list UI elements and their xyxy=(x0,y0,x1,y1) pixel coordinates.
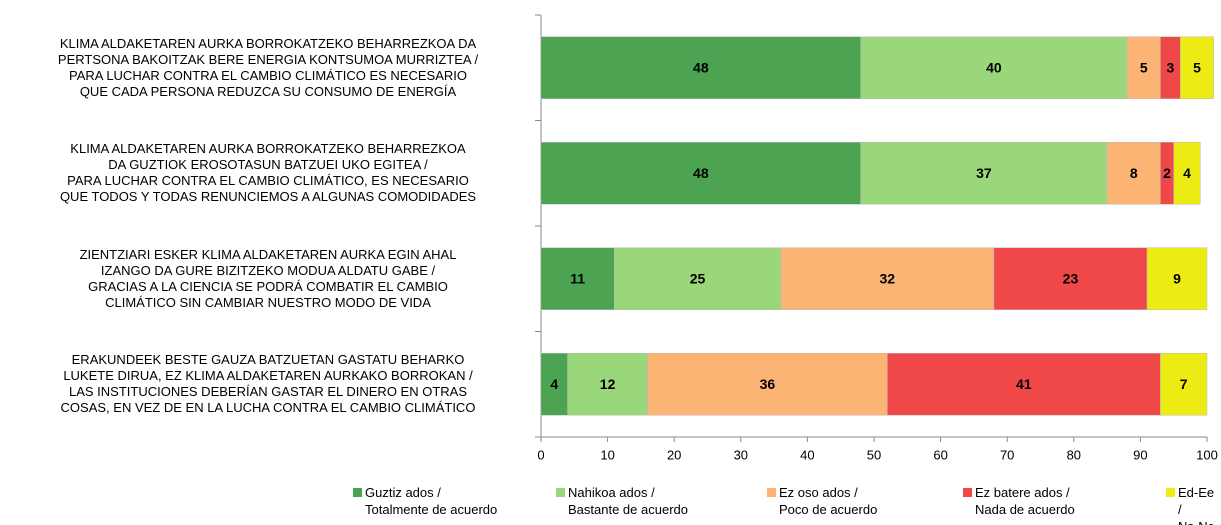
data-label: 3 xyxy=(1166,59,1174,75)
data-label: 40 xyxy=(986,59,1002,75)
data-label: 9 xyxy=(1173,270,1181,286)
category-label: KLIMA ALDAKETAREN AURKA BORROKATZEKO BEH… xyxy=(57,35,479,99)
x-tick-label: 40 xyxy=(800,447,814,462)
data-label: 5 xyxy=(1140,59,1148,75)
bar-segment xyxy=(887,353,1161,416)
x-tick-label: 50 xyxy=(867,447,881,462)
legend-label: Ez batere ados / Nada de acuerdo xyxy=(975,485,1075,517)
x-tick-label: 10 xyxy=(600,447,614,462)
bar-segment xyxy=(540,247,615,310)
bar-segment xyxy=(540,353,568,416)
bar-segment xyxy=(860,142,1108,205)
bar-segment xyxy=(860,36,1128,99)
x-tick-label: 70 xyxy=(1000,447,1014,462)
bar-segment xyxy=(1146,247,1208,310)
data-label: 2 xyxy=(1163,165,1171,181)
x-tick-label: 30 xyxy=(734,447,748,462)
bar-segment xyxy=(1106,142,1161,205)
data-label: 12 xyxy=(600,376,616,392)
data-label: 48 xyxy=(693,59,709,75)
data-label: 36 xyxy=(760,376,776,392)
data-label: 23 xyxy=(1063,270,1079,286)
data-label: 41 xyxy=(1016,376,1032,392)
legend-swatch xyxy=(556,488,565,497)
data-label: 48 xyxy=(693,165,709,181)
legend-label: Ed-Ee / Ns-Nc xyxy=(1178,485,1215,525)
legend-swatch xyxy=(353,488,362,497)
bar-segment xyxy=(780,247,995,310)
x-tick-label: 60 xyxy=(933,447,947,462)
bar-segment xyxy=(567,353,648,416)
bar-segment xyxy=(993,247,1148,310)
data-label: 11 xyxy=(570,270,585,286)
legend-swatch xyxy=(767,488,776,497)
category-label: ZIENTZIARI ESKER KLIMA ALDAKETAREN AURKA… xyxy=(79,246,457,310)
bar-segment xyxy=(540,36,861,99)
bar-segment xyxy=(1160,353,1208,416)
data-label: 4 xyxy=(550,376,558,392)
data-label: 7 xyxy=(1180,376,1188,392)
data-label: 32 xyxy=(880,270,896,286)
data-label: 8 xyxy=(1130,165,1138,181)
x-tick-label: 80 xyxy=(1067,447,1081,462)
legend-swatch xyxy=(1166,488,1175,497)
data-label: 37 xyxy=(976,165,992,181)
x-tick-label: 20 xyxy=(667,447,681,462)
legend-label: Nahikoa ados / Bastante de acuerdo xyxy=(568,485,688,517)
bar-segment xyxy=(1180,36,1214,99)
bar-segment xyxy=(540,142,861,205)
data-label: 4 xyxy=(1183,165,1191,181)
bar-segment xyxy=(647,353,888,416)
legend-swatch xyxy=(963,488,972,497)
category-label: ERAKUNDEEK BESTE GAUZA BATZUETAN GASTATU… xyxy=(60,352,476,416)
bar-segment xyxy=(614,247,782,310)
data-label: 25 xyxy=(690,270,706,286)
bar-segment xyxy=(1173,142,1201,205)
legend-label: Guztiz ados / Totalmente de acuerdo xyxy=(365,485,498,517)
x-tick-label: 90 xyxy=(1133,447,1147,462)
category-label: KLIMA ALDAKETAREN AURKA BORROKATZEKO BEH… xyxy=(59,141,477,205)
data-label: 5 xyxy=(1193,59,1201,75)
legend-label: Ez oso ados / Poco de acuerdo xyxy=(779,485,878,517)
x-tick-label: 0 xyxy=(537,447,544,462)
x-tick-label: 100 xyxy=(1196,447,1218,462)
